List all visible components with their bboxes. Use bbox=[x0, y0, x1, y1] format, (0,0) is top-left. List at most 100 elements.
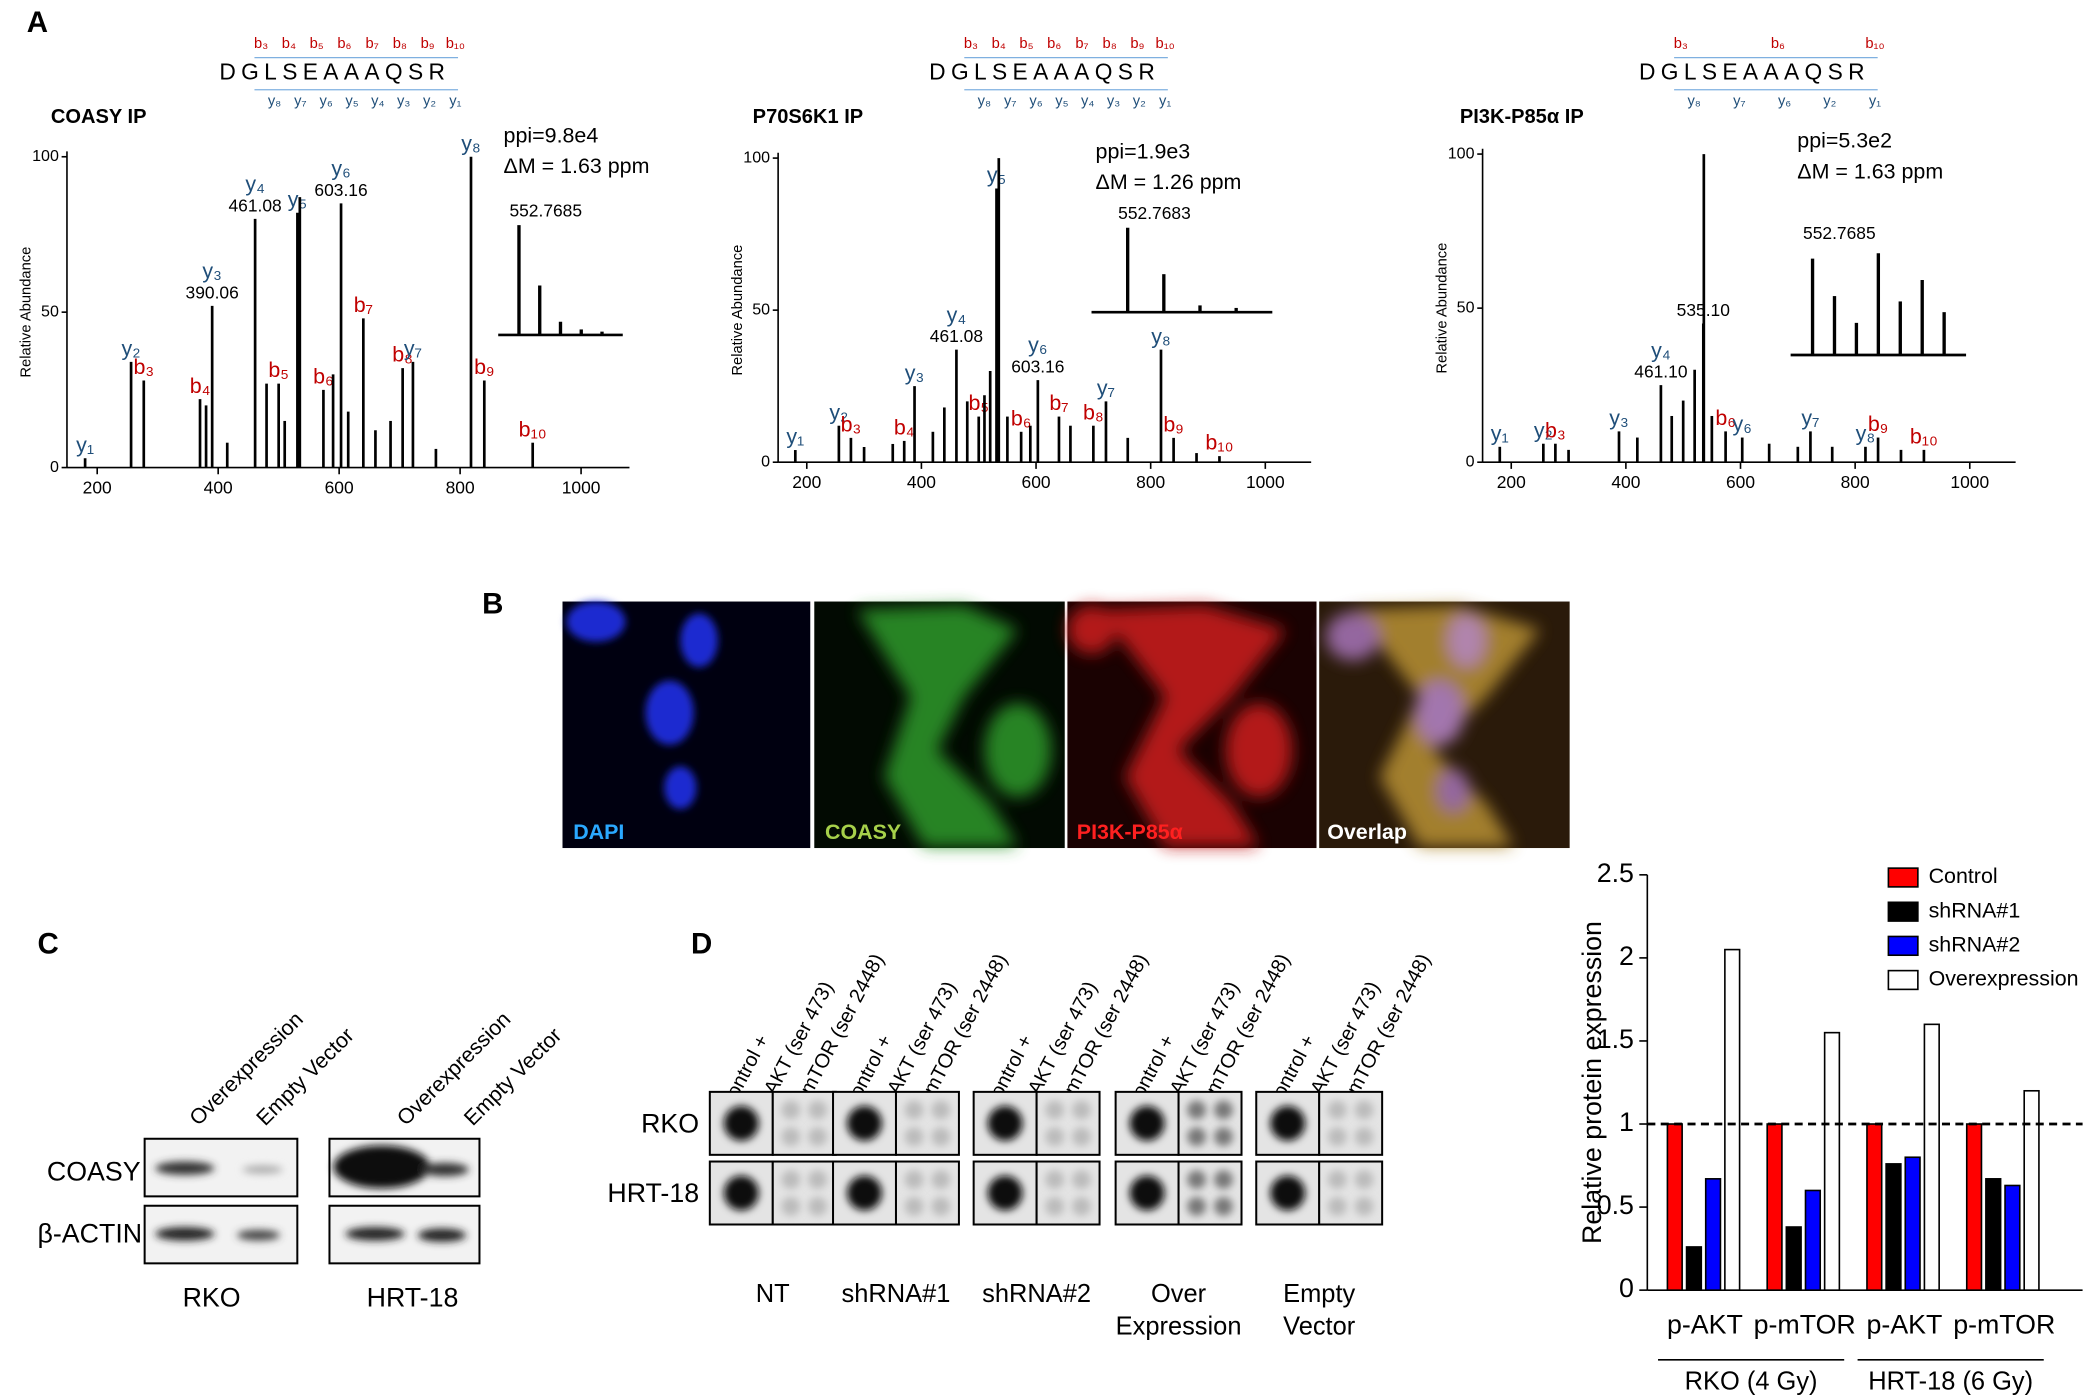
ion-label: y₁ bbox=[786, 425, 804, 449]
dot-control bbox=[987, 1175, 1023, 1211]
y-tick-label: 50 bbox=[752, 300, 770, 318]
x-tick-label: p-AKT bbox=[1867, 1309, 1943, 1339]
ion-label: y₂ bbox=[1534, 418, 1553, 442]
dot-signal bbox=[1214, 1100, 1233, 1120]
y-ion: y₂ bbox=[423, 94, 436, 110]
dot-signal bbox=[1327, 1127, 1347, 1147]
dot-signal bbox=[1072, 1197, 1091, 1216]
dot-signal bbox=[904, 1127, 924, 1147]
bar bbox=[2004, 1184, 2021, 1291]
ion-label: b₆ bbox=[1715, 406, 1736, 430]
x-tick-label: 1000 bbox=[1246, 472, 1285, 492]
ion-label: y₈ bbox=[461, 131, 481, 155]
channel-label: COASY bbox=[825, 820, 901, 844]
ion-label: y₄ bbox=[245, 172, 264, 196]
blot-row-label: COASY bbox=[47, 1157, 141, 1187]
dot-signal bbox=[931, 1170, 951, 1189]
y-ion: y₆ bbox=[320, 94, 333, 110]
y-tick-label: 100 bbox=[32, 147, 59, 165]
micrograph-dapi bbox=[562, 601, 811, 849]
dot-signal bbox=[1354, 1127, 1374, 1147]
ion-label: y₇ bbox=[404, 336, 422, 360]
dot-signal bbox=[1045, 1100, 1065, 1120]
x-tick-label: 400 bbox=[907, 472, 936, 492]
y-ion: y₆ bbox=[1778, 94, 1791, 110]
y-tick-label: 50 bbox=[1457, 298, 1475, 316]
blot-row-label: β-ACTIN bbox=[38, 1218, 143, 1248]
y-ion: y₇ bbox=[1004, 94, 1016, 110]
micrograph-pi3k bbox=[1067, 601, 1317, 849]
ion-label: b₄ bbox=[894, 416, 915, 440]
ion-label: y₃ bbox=[905, 361, 924, 385]
b-ion: b₁₀ bbox=[1865, 36, 1884, 52]
x-tick-label: 200 bbox=[1497, 472, 1526, 492]
annotation: ΔM = 1.63 ppm bbox=[504, 154, 650, 178]
channel-label: Overlap bbox=[1327, 820, 1407, 844]
y-ion: y₁ bbox=[1869, 94, 1881, 110]
x-tick-label: 600 bbox=[325, 478, 354, 498]
legend-swatch bbox=[1887, 935, 1919, 957]
y-ion: y₇ bbox=[294, 94, 306, 110]
b-ion: b₉ bbox=[421, 36, 435, 52]
dot-signal bbox=[904, 1170, 924, 1189]
x-tick-label: 200 bbox=[83, 478, 112, 498]
dot-blot-frame bbox=[771, 1160, 837, 1226]
b-ion: b₅ bbox=[1019, 36, 1033, 52]
b-ion: b₃ bbox=[1674, 36, 1688, 52]
bar bbox=[1923, 1023, 1940, 1291]
ion-label: y₆ bbox=[1028, 333, 1047, 357]
y-ion: y₃ bbox=[397, 94, 410, 110]
peak-mz-label: 390.06 bbox=[186, 282, 239, 302]
bar bbox=[1766, 1123, 1783, 1291]
ion-label: b₃ bbox=[133, 355, 154, 379]
dot-blot-frame bbox=[771, 1090, 837, 1156]
dot-blot-frame bbox=[1177, 1160, 1243, 1226]
y-tick-label: 0 bbox=[761, 452, 770, 470]
y-ion: y₄ bbox=[1081, 94, 1094, 110]
y-tick-label: 0.5 bbox=[1597, 1190, 1634, 1220]
dot-blot-group-label: Over bbox=[1151, 1280, 1207, 1308]
panel-label: B bbox=[482, 587, 503, 620]
b-ion: b₆ bbox=[1047, 36, 1061, 52]
y-ion: y₈ bbox=[978, 94, 991, 110]
ion-label: b₄ bbox=[190, 374, 211, 398]
bar bbox=[1704, 1178, 1722, 1291]
inset-label: 552.7683 bbox=[1118, 203, 1191, 223]
annotation: ppi=9.8e4 bbox=[504, 123, 599, 147]
dot-signal bbox=[808, 1197, 828, 1216]
ion-label: y₇ bbox=[1801, 406, 1819, 430]
bar bbox=[1666, 1123, 1683, 1291]
ion-label: b₉ bbox=[474, 355, 494, 379]
bar bbox=[1785, 1226, 1802, 1291]
b-ion: b₃ bbox=[964, 36, 978, 52]
group-label: RKO (4 Gy) bbox=[1685, 1367, 1818, 1395]
dot-blot-frame bbox=[1318, 1090, 1384, 1156]
bar bbox=[1965, 1123, 1983, 1291]
x-tick-label: 1000 bbox=[562, 478, 601, 498]
y-ion: y₈ bbox=[268, 94, 281, 110]
b-ion: b₁₀ bbox=[446, 36, 465, 52]
ion-label: y₈ bbox=[1151, 324, 1171, 348]
ion-label: b₅ bbox=[268, 358, 289, 382]
dot-signal bbox=[931, 1127, 951, 1147]
peak-mz-label: 603.16 bbox=[314, 180, 367, 200]
ion-label: b₃ bbox=[1545, 418, 1566, 442]
b-ion: b₁₀ bbox=[1156, 36, 1175, 52]
b-ion: b₇ bbox=[366, 36, 379, 52]
blot-column-label: Overexpression bbox=[392, 1007, 515, 1130]
dot-signal bbox=[904, 1100, 924, 1120]
dot-signal bbox=[1214, 1127, 1233, 1147]
dot-signal bbox=[931, 1100, 951, 1120]
ion-label: b₈ bbox=[392, 343, 413, 367]
dot-signal bbox=[781, 1127, 801, 1147]
ion-label: b₁₀ bbox=[1910, 424, 1938, 448]
legend-swatch bbox=[1887, 867, 1919, 888]
dot-blot-frame bbox=[1177, 1090, 1243, 1156]
bar bbox=[1823, 1031, 1841, 1291]
dot-signal bbox=[1072, 1127, 1091, 1147]
y-tick-label: 0 bbox=[1466, 452, 1475, 470]
inset-label: 552.7685 bbox=[1803, 223, 1876, 243]
ion-label: y₂ bbox=[122, 336, 141, 360]
dot-control bbox=[723, 1105, 759, 1141]
x-tick-label: p-AKT bbox=[1667, 1309, 1743, 1339]
